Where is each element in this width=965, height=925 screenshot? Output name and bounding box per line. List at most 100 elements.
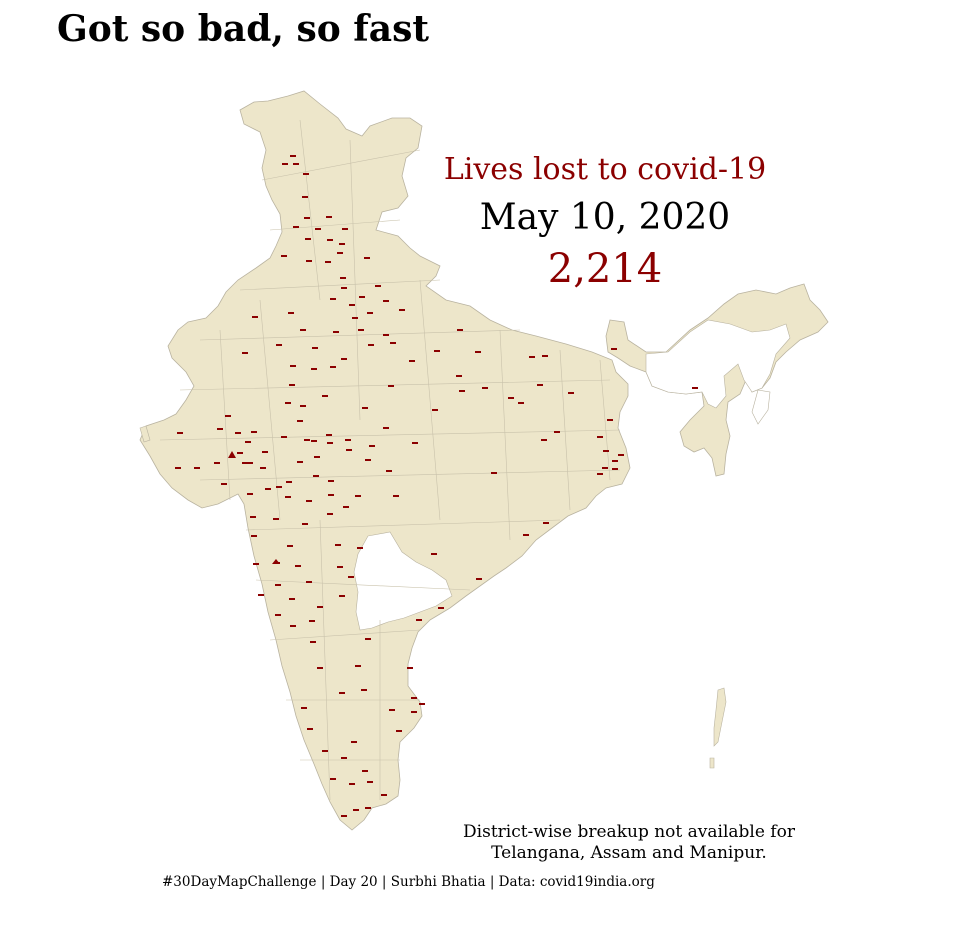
death-marker: [275, 584, 281, 586]
death-marker: [276, 344, 282, 346]
death-marker-large: [228, 451, 236, 458]
death-marker: [554, 431, 560, 433]
death-marker: [692, 387, 698, 389]
death-marker: [322, 750, 328, 752]
legend-caption: Lives lost to covid-19: [443, 152, 767, 187]
death-marker: [314, 456, 320, 458]
death-total: 2,214: [547, 246, 663, 292]
death-marker: [330, 298, 336, 300]
death-marker: [305, 238, 311, 240]
death-marker: [242, 462, 248, 464]
death-marker: [361, 689, 367, 691]
death-marker: [434, 350, 440, 352]
death-markers: [175, 155, 698, 817]
death-marker: [409, 360, 415, 362]
death-marker: [313, 475, 319, 477]
death-marker: [310, 641, 316, 643]
legend-date: May 10, 2020: [479, 197, 731, 238]
death-marker: [247, 462, 253, 464]
death-marker: [293, 226, 299, 228]
death-marker: [568, 392, 574, 394]
death-marker: [541, 439, 547, 441]
death-marker: [276, 486, 282, 488]
death-marker: [396, 730, 402, 732]
death-marker: [328, 480, 334, 482]
death-marker: [290, 625, 296, 627]
death-marker: [265, 488, 271, 490]
death-marker: [335, 544, 341, 546]
death-marker: [456, 375, 462, 377]
death-marker: [342, 228, 348, 230]
death-marker: [416, 619, 422, 621]
death-marker: [482, 387, 488, 389]
death-marker: [245, 441, 251, 443]
death-marker: [306, 500, 312, 502]
death-marker: [302, 523, 308, 525]
death-marker: [602, 467, 608, 469]
death-marker: [247, 493, 253, 495]
death-marker: [297, 420, 303, 422]
death-marker: [341, 815, 347, 817]
death-marker: [355, 495, 361, 497]
death-marker: [311, 440, 317, 442]
death-marker: [389, 709, 395, 711]
death-marker: [543, 522, 549, 524]
death-marker: [251, 431, 257, 433]
death-marker: [343, 506, 349, 508]
death-marker: [523, 534, 529, 536]
footnote-line-2: Telangana, Assam and Manipur.: [491, 843, 767, 863]
death-marker: [295, 565, 301, 567]
death-marker: [358, 329, 364, 331]
death-marker: [281, 255, 287, 257]
death-marker: [237, 452, 243, 454]
death-marker: [597, 436, 603, 438]
death-marker: [349, 783, 355, 785]
death-marker: [330, 366, 336, 368]
death-marker: [177, 432, 183, 434]
death-marker: [411, 697, 417, 699]
death-marker: [327, 239, 333, 241]
death-marker: [381, 794, 387, 796]
footnote-line-1: District-wise breakup not available for: [463, 822, 795, 842]
death-marker: [383, 334, 389, 336]
death-marker: [315, 228, 321, 230]
death-marker: [337, 566, 343, 568]
death-marker: [273, 518, 279, 520]
death-marker: [597, 473, 603, 475]
death-marker: [288, 312, 294, 314]
death-marker: [225, 415, 231, 417]
death-marker: [322, 395, 328, 397]
death-marker: [282, 163, 288, 165]
death-marker: [457, 329, 463, 331]
death-marker: [302, 196, 308, 198]
death-marker: [289, 598, 295, 600]
death-marker: [306, 581, 312, 583]
death-marker: [348, 576, 354, 578]
death-marker: [325, 261, 331, 263]
assam-manipur-region: [645, 319, 791, 425]
death-marker: [307, 728, 313, 730]
death-marker: [328, 494, 334, 496]
death-marker: [341, 358, 347, 360]
death-marker: [367, 312, 373, 314]
death-marker: [275, 614, 281, 616]
death-marker: [312, 347, 318, 349]
death-marker: [326, 434, 332, 436]
death-marker: [612, 468, 618, 470]
death-marker: [407, 667, 413, 669]
death-marker: [214, 462, 220, 464]
death-marker: [301, 707, 307, 709]
death-marker: [293, 163, 299, 165]
death-marker: [353, 809, 359, 811]
death-marker: [537, 384, 543, 386]
death-marker: [518, 402, 524, 404]
death-marker: [285, 402, 291, 404]
district-borders: [159, 119, 621, 801]
death-marker: [459, 390, 465, 392]
death-marker: [340, 277, 346, 279]
footnote: District-wise breakup not available for …: [463, 822, 795, 864]
death-marker: [339, 595, 345, 597]
death-marker: [250, 516, 256, 518]
death-marker: [327, 442, 333, 444]
death-marker: [300, 329, 306, 331]
